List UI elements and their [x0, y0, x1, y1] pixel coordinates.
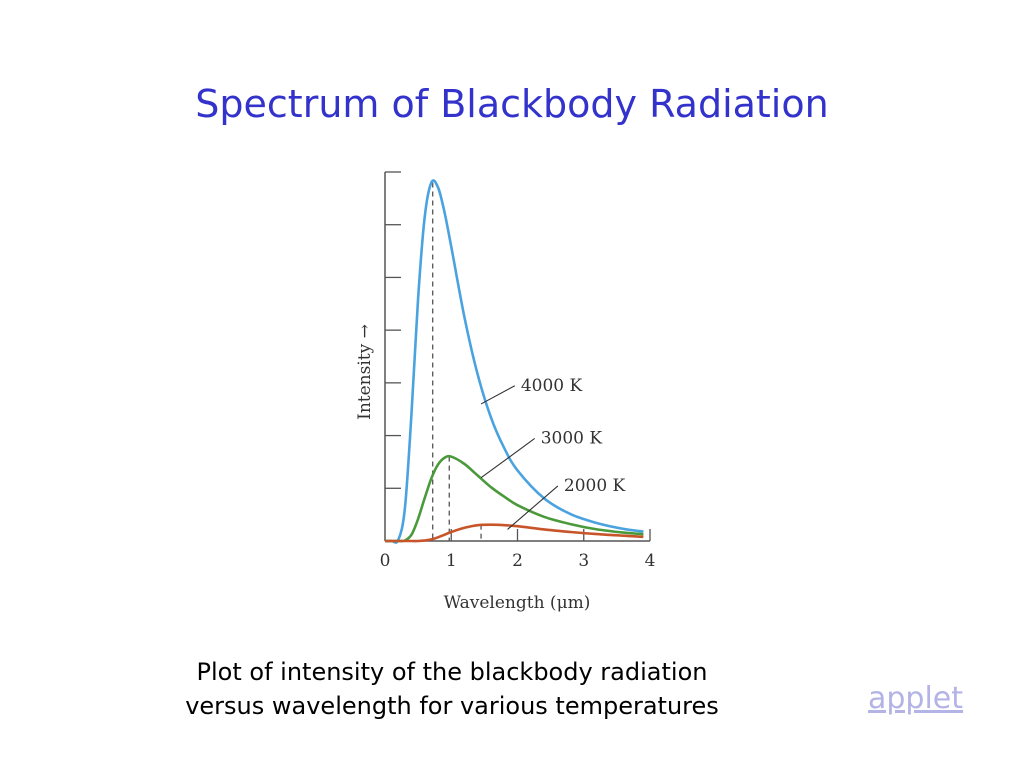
series-leader-1: [480, 438, 536, 479]
series-line-0: [384, 179, 644, 544]
series-line-1: [385, 454, 644, 543]
blackbody-chart-svg: 0 1 2 3 4 4000 K 3000 K 2000 K Wavelength (μm)…: [355, 171, 656, 613]
chart: 0 1 2 3 4 4000 K 3000 K 2000 K Wavelength (μm)…: [330, 160, 690, 620]
x-tick-label: 0: [380, 551, 391, 571]
series-labels: 4000 K 3000 K 2000 K: [480, 376, 626, 530]
slide-title: Spectrum of Blackbody Radiation: [195, 82, 829, 126]
series-label-2: 2000 K: [564, 476, 626, 496]
caption-line-1: Plot of intensity of the blackbody radia…: [196, 658, 708, 686]
series-leader-0: [480, 385, 516, 405]
series-line-2: [385, 523, 644, 543]
x-tick-label: 2: [512, 551, 523, 571]
caption-line-2: versus wavelength for various temperatur…: [185, 692, 719, 720]
applet-link[interactable]: applet: [868, 681, 964, 716]
series-label-1: 3000 K: [541, 428, 603, 448]
y-axis-label: Intensity →: [355, 324, 375, 420]
caption: Plot of intensity of the blackbody radia…: [100, 655, 804, 723]
series: [384, 179, 644, 544]
x-tick-label: 3: [578, 551, 589, 571]
x-tick-label: 4: [645, 551, 656, 571]
x-tick-label: 1: [446, 551, 457, 571]
series-label-0: 4000 K: [521, 376, 583, 396]
peak-markers: [432, 182, 482, 541]
x-axis-label: Wavelength (μm): [444, 593, 591, 613]
ticks: 0 1 2 3 4: [380, 171, 656, 571]
series-leader-2: [507, 485, 559, 530]
